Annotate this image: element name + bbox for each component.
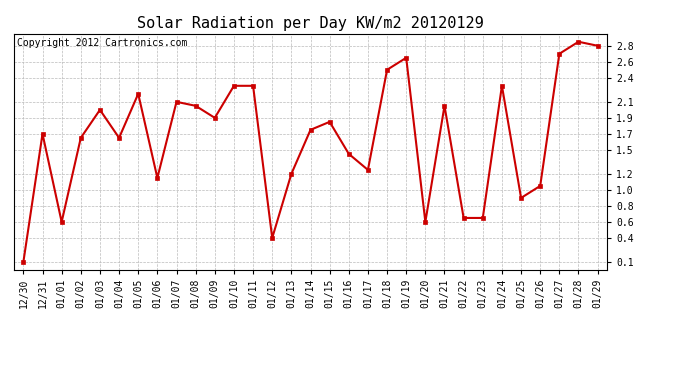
Title: Solar Radiation per Day KW/m2 20120129: Solar Radiation per Day KW/m2 20120129 — [137, 16, 484, 31]
Text: Copyright 2012 Cartronics.com: Copyright 2012 Cartronics.com — [17, 39, 187, 48]
